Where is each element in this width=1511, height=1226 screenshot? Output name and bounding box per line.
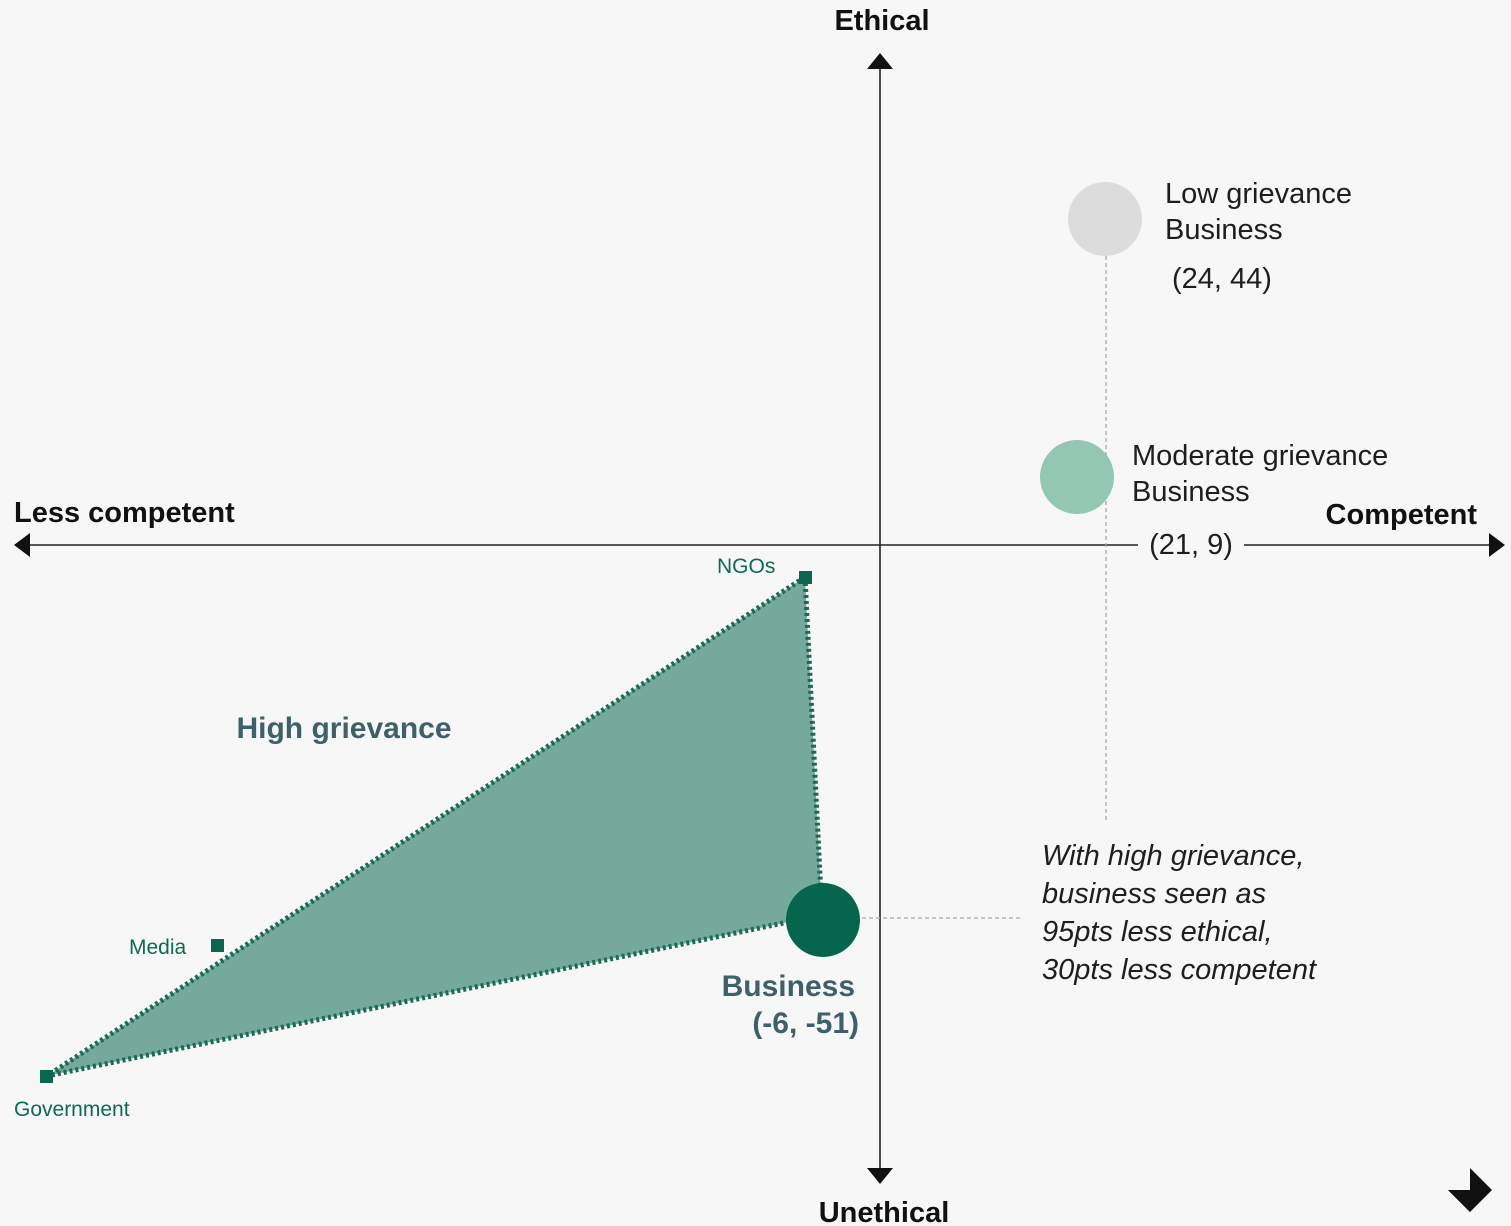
annotation-line-2: business seen as [1042, 878, 1266, 910]
high-grievance-label: High grievance [236, 712, 451, 745]
low-grievance-coord-label: (24, 44) [1172, 263, 1272, 295]
media-label: Media [129, 936, 187, 959]
moderate-grievance-name-line2: Business [1132, 476, 1250, 508]
moderate-grievance-point [1040, 440, 1114, 514]
high-grievance-area [44, 574, 825, 1079]
x-axis-left-arrow [14, 533, 30, 557]
y-axis-bottom-arrow [867, 1168, 893, 1184]
business-coord-label: (-6, -51) [752, 1007, 859, 1040]
y-negative-label: Unethical [819, 1197, 950, 1226]
x-negative-label: Less competent [14, 497, 235, 529]
next-page-arrow-icon[interactable] [1448, 1168, 1492, 1212]
annotation-line-1: With high grievance, [1042, 840, 1305, 872]
business-name-label: Business [722, 970, 855, 1003]
high-grievance-business-point [786, 883, 860, 957]
annotation-line-4: 30pts less competent [1042, 954, 1318, 986]
y-positive-label: Ethical [834, 5, 929, 37]
low-grievance-point [1068, 182, 1142, 256]
low-grievance-name-line2: Business [1165, 214, 1283, 246]
axes [14, 53, 1505, 1184]
x-positive-label: Competent [1326, 499, 1478, 531]
y-axis-top-arrow [867, 53, 893, 69]
low-grievance-name-line1: Low grievance [1165, 178, 1352, 210]
ngos-label: NGOs [717, 555, 775, 578]
government-label: Government [14, 1098, 130, 1121]
moderate-coord-label-bg [1138, 527, 1244, 561]
ngos-marker [799, 571, 812, 584]
x-axis-right-arrow [1489, 533, 1505, 557]
government-marker [40, 1070, 53, 1083]
moderate-grievance-name-line1: Moderate grievance [1132, 440, 1388, 472]
annotation-line-3: 95pts less ethical, [1042, 916, 1273, 948]
moderate-grievance-coord-label: (21, 9) [1149, 529, 1233, 561]
media-marker [211, 939, 224, 952]
